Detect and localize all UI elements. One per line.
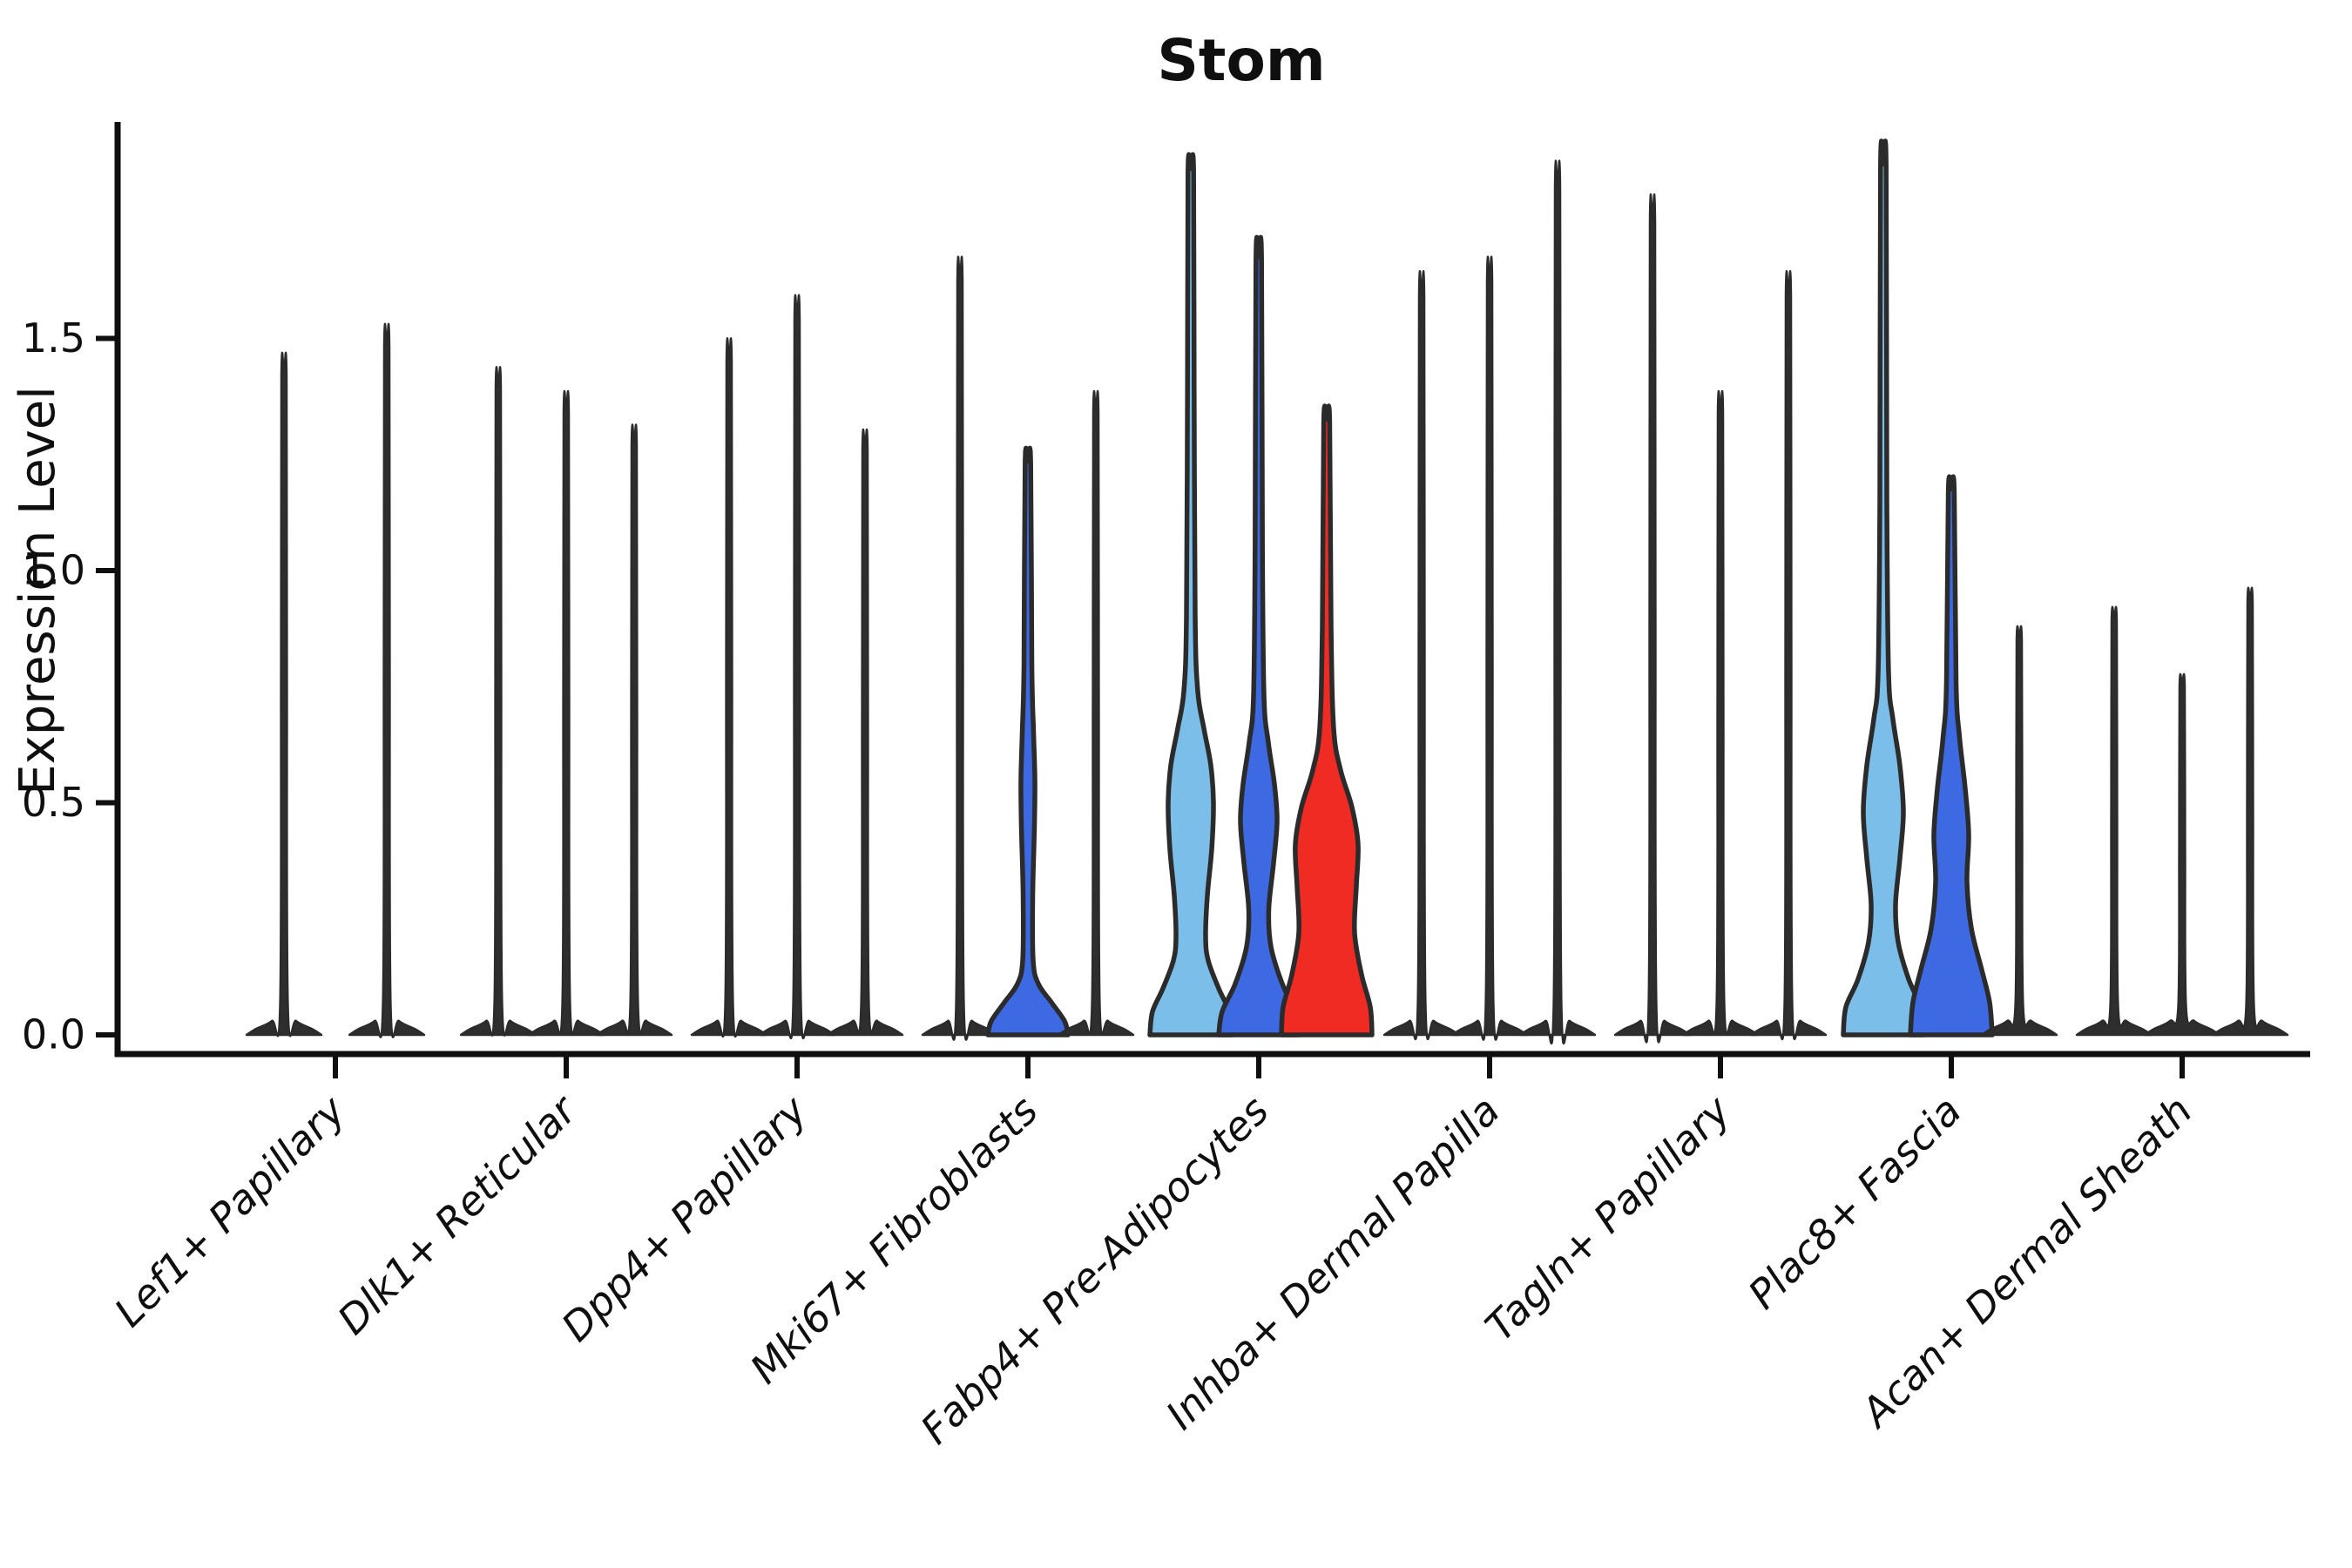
violin-mki67-2	[985, 445, 1071, 1037]
violin-group-4	[921, 255, 1135, 1041]
x-tick-label: Lef1+ Papillary	[105, 1086, 355, 1335]
violin-fabp4-3	[1279, 403, 1375, 1037]
violin-acan-3	[2211, 586, 2289, 1037]
violin-lef1-1	[245, 351, 323, 1037]
violin-fabp4-2	[1216, 234, 1301, 1037]
x-tick-label: Plac8+ Fascia	[1739, 1087, 1970, 1318]
violin-group-9	[2075, 586, 2289, 1037]
y-axis-label: Expression Level	[10, 386, 66, 795]
y-axis-ticks: 0.0 0.5 1.0 1.5	[22, 314, 118, 1058]
y-tick-label: 0.5	[22, 779, 85, 826]
violin-acan-1	[2075, 605, 2153, 1037]
violin-fabp4-1	[1147, 152, 1234, 1037]
violin-mki67-3	[1057, 389, 1135, 1037]
violin-group-3	[690, 294, 904, 1039]
violin-group-2	[459, 366, 673, 1037]
violin-inhba-2	[1450, 255, 1529, 1041]
violin-mki67-1	[921, 255, 999, 1041]
violin-inhba-1	[1382, 270, 1461, 1041]
y-tick-label: 0.0	[22, 1011, 85, 1058]
violin-dlk1-1	[459, 366, 537, 1037]
violin-plac8-3	[1980, 625, 2058, 1037]
y-tick-label: 1.5	[22, 314, 85, 362]
violin-plac8-1	[1841, 139, 1926, 1037]
violin-tagln-3	[1749, 270, 1828, 1041]
violin-group-5	[1147, 152, 1375, 1037]
x-tick-label: Dpp4+ Papillary	[552, 1086, 816, 1350]
violin-tagln-1	[1613, 193, 1692, 1044]
violin-tagln-2	[1681, 389, 1760, 1037]
violin-group-8	[1841, 139, 2058, 1037]
violin-acan-2	[2143, 672, 2221, 1037]
violins-layer	[245, 139, 2289, 1045]
violin-group-1	[245, 322, 426, 1038]
x-tick-label: Dlk1+ Reticular	[328, 1085, 587, 1343]
violin-dpp4-3	[826, 429, 904, 1037]
violin-plac8-2	[1908, 474, 1995, 1037]
violin-dpp4-2	[758, 294, 836, 1039]
y-tick-label: 1.0	[22, 547, 85, 594]
violin-inhba-3	[1518, 159, 1597, 1045]
violin-lef1-2	[348, 322, 426, 1038]
violin-group-7	[1613, 193, 1828, 1044]
violin-dlk1-2	[527, 389, 605, 1037]
violin-dlk1-3	[595, 423, 673, 1037]
x-tick-label: Tagln+ Papillary	[1476, 1086, 1740, 1350]
chart-title: Stom	[1157, 27, 1325, 94]
violin-group-6	[1382, 159, 1597, 1045]
violin-dpp4-1	[690, 337, 768, 1037]
